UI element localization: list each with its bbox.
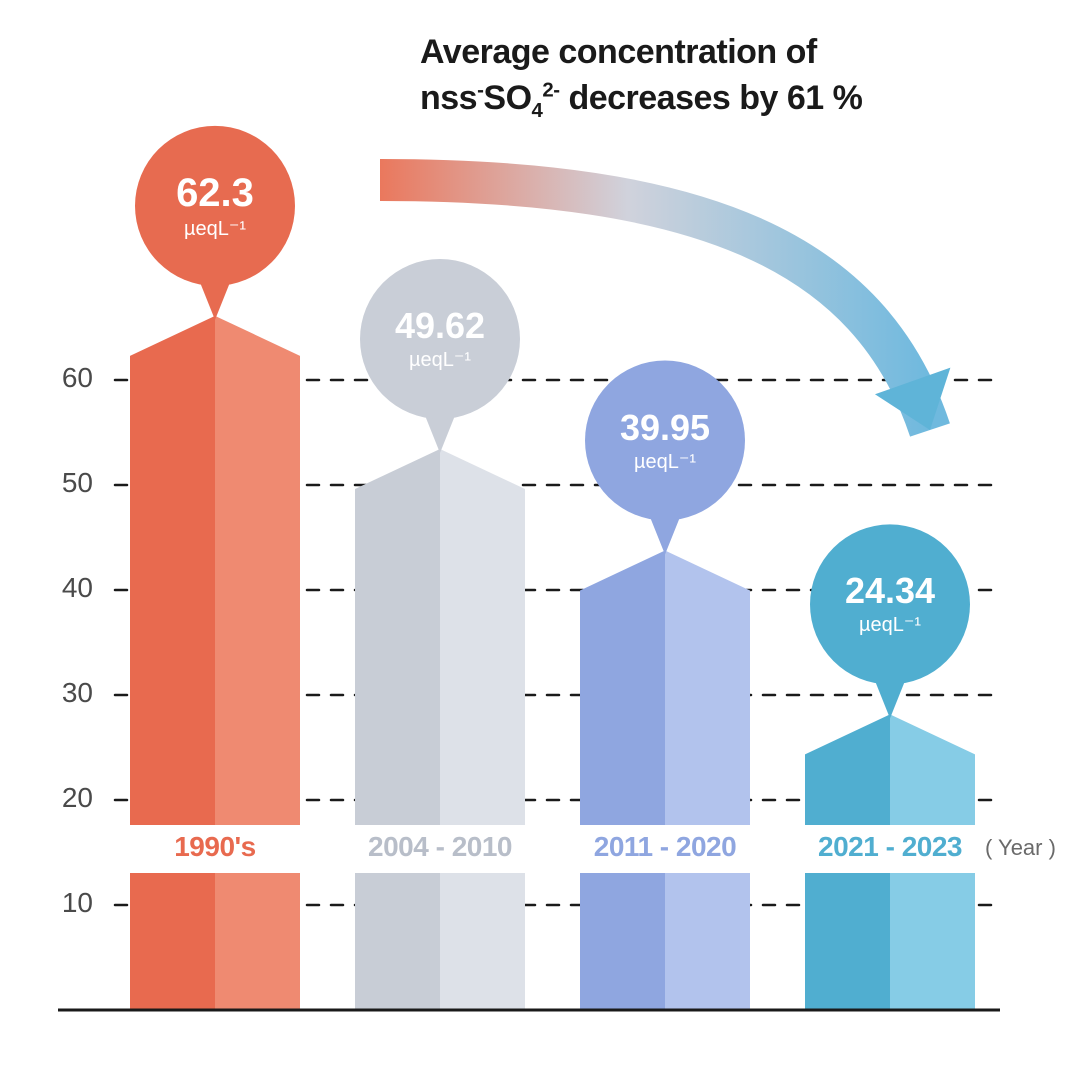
value-bubble: 62.3 µeqL⁻¹ [135, 126, 295, 286]
bubble-value: 39.95 [620, 410, 710, 446]
y-tick-label: 50 [0, 467, 93, 499]
bar-left-half [580, 551, 665, 1010]
y-tick-label: 10 [0, 887, 93, 919]
x-category-label: 2004 - 2010 [330, 831, 550, 863]
title-line2: nss-SO42- decreases by 61 % [420, 79, 862, 117]
bubble-pointer [649, 515, 681, 555]
y-tick-label: 40 [0, 572, 93, 604]
chart-title: Average concentration of nss-SO42- decrea… [420, 30, 1060, 125]
bubble-unit: µeqL⁻¹ [184, 219, 246, 239]
bubble-value: 49.62 [395, 308, 485, 344]
value-bubble: 49.62 µeqL⁻¹ [360, 259, 520, 419]
x-category-label: 1990's [105, 831, 325, 863]
bar-left-half [130, 316, 215, 1010]
bar-right-half [215, 316, 300, 1010]
x-axis-unit: ( Year ) [985, 835, 1056, 861]
chart-container: Average concentration of nss-SO42- decrea… [0, 0, 1086, 1086]
y-tick-label: 20 [0, 782, 93, 814]
bar-right-half [665, 551, 750, 1010]
value-bubble: 24.34 µeqL⁻¹ [810, 524, 970, 684]
bar-left-half [355, 449, 440, 1010]
bar-right-half [440, 449, 525, 1010]
value-bubble: 39.95 µeqL⁻¹ [585, 361, 745, 521]
title-line1: Average concentration of [420, 33, 817, 71]
bubble-unit: µeqL⁻¹ [409, 350, 471, 370]
bubble-unit: µeqL⁻¹ [859, 615, 921, 635]
bubble-value: 62.3 [176, 173, 254, 213]
bubble-unit: µeqL⁻¹ [634, 452, 696, 472]
y-tick-label: 60 [0, 362, 93, 394]
x-category-label: 2021 - 2023 [780, 831, 1000, 863]
y-tick-label: 30 [0, 677, 93, 709]
bubble-value: 24.34 [845, 573, 935, 609]
x-category-label: 2011 - 2020 [555, 831, 775, 863]
